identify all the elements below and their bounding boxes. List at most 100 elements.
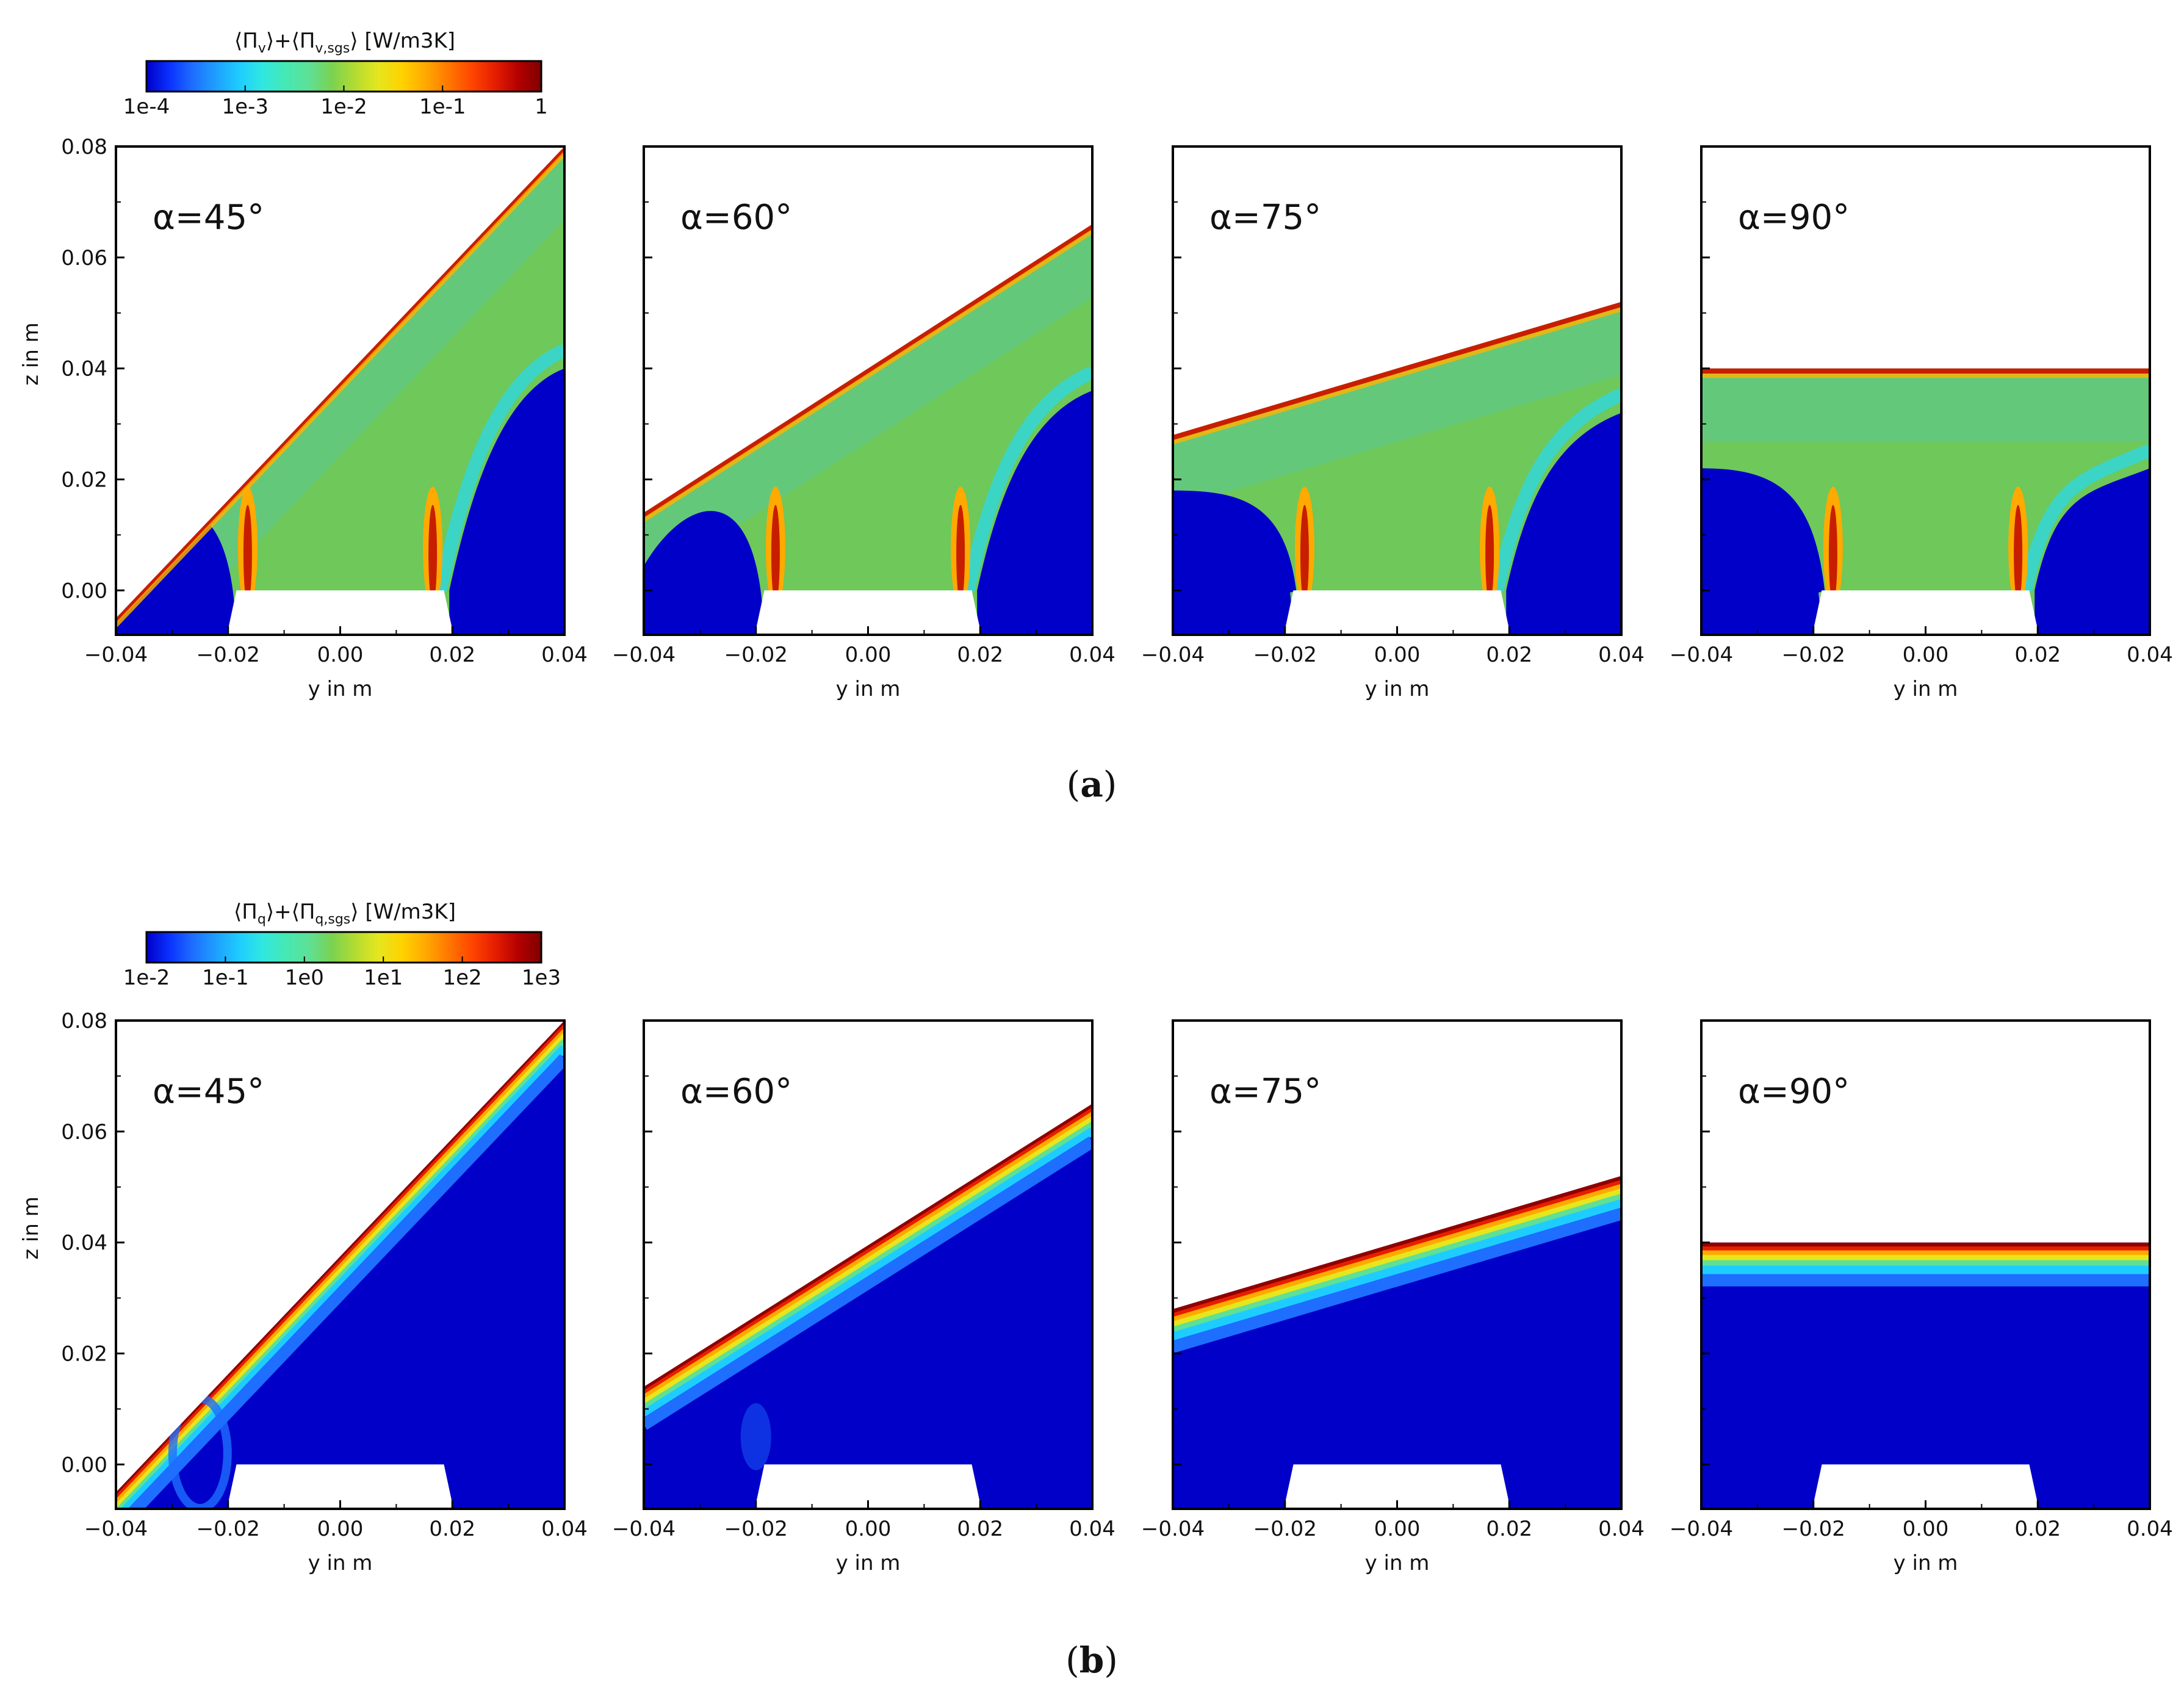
wall-warm-layer <box>1173 307 1621 445</box>
wall-layer <box>116 1029 564 1505</box>
wall-layer <box>644 1136 1092 1430</box>
x-tick-label: 0.00 <box>845 643 892 667</box>
x-tick-label: 0.00 <box>317 643 364 667</box>
y-tick-label: 0.08 <box>61 135 107 159</box>
y-axis-label: z in m <box>19 322 43 386</box>
y-tick-label: 0.00 <box>61 1453 107 1477</box>
angle-label: α=45° <box>153 198 264 237</box>
colorbar-tick-label: 1e0 <box>285 966 324 990</box>
y-tick-label: 0.00 <box>61 579 107 603</box>
y-axis-label: z in m <box>19 1196 43 1260</box>
y-tick-label: 0.04 <box>61 357 107 381</box>
angle-label: α=90° <box>1738 1072 1850 1111</box>
colorbar-unit: [W/m3K] <box>364 29 455 53</box>
contour-field <box>644 224 1092 635</box>
contour-field <box>1173 302 1621 635</box>
field-upper <box>116 146 564 635</box>
angle-label: α=60° <box>680 1072 792 1111</box>
colorbar-title-end: ⟩ <box>350 29 364 53</box>
subplot-75: −0.04 −0.02 0.00 0.02 0.04 y in m α=75° <box>1141 145 1645 701</box>
x-axis-label: y in m <box>1894 677 1958 701</box>
field-right-cold <box>449 368 564 635</box>
subplot-60: −0.04 −0.02 0.00 0.02 0.04 y in m α=60° <box>612 145 1115 701</box>
colorbar-title-main: ⟨Π <box>234 900 258 924</box>
x-axis-label: y in m <box>836 1551 901 1575</box>
obstacle-block <box>1812 590 2039 635</box>
y-tick-label: 0.02 <box>61 1342 107 1366</box>
wall-layer <box>116 1045 564 1509</box>
x-tick-label: −0.02 <box>1253 1517 1317 1541</box>
x-tick-label: −0.04 <box>612 1517 676 1541</box>
contour-field <box>116 1021 564 1509</box>
x-tick-label: −0.02 <box>724 643 788 667</box>
wall-layer <box>1173 1180 1621 1318</box>
wall-layer <box>1173 1188 1621 1328</box>
obstacle-block <box>754 1464 982 1509</box>
x-tick-label: 0.00 <box>845 1517 892 1541</box>
x-tick-label: 0.02 <box>2014 643 2061 667</box>
obstacle-block <box>1812 1464 2039 1509</box>
x-tick-label: 0.02 <box>957 643 1003 667</box>
angle-label: α=75° <box>1209 1072 1321 1111</box>
field-left-cold-90 <box>1701 468 1825 635</box>
panel-caption: (b) <box>1065 1639 1118 1681</box>
contour-field <box>1701 368 2150 635</box>
x-tick-label: 0.00 <box>1903 643 1949 667</box>
caption-close: ) <box>1103 764 1117 805</box>
x-tick-label: 0.04 <box>2127 1517 2173 1541</box>
angle-label: α=60° <box>680 198 792 237</box>
field-right-transition <box>2019 444 2150 592</box>
field-upper <box>1173 302 1621 508</box>
colorbar-tick-label: 1e2 <box>443 966 482 990</box>
colorbar-tick-label: 1 <box>535 95 548 119</box>
wall-layer <box>1173 1193 1621 1333</box>
colorbar-title-main: ⟨Π <box>234 29 258 53</box>
subplot-90: −0.04 −0.02 0.00 0.02 0.04 y in m α=90° <box>1670 1019 2173 1575</box>
colorbar-title-end: ⟩ <box>350 900 365 924</box>
contour-field <box>1701 1242 2150 1509</box>
x-axis-label: y in m <box>1894 1551 1958 1575</box>
obstacle-block <box>226 590 454 635</box>
y-tick-label: 0.04 <box>61 1231 107 1256</box>
colorbar-title-sub1: q <box>258 912 266 927</box>
field-left-cold <box>644 511 762 635</box>
chart-panel-a: ⟨Πv⟩+⟨Πv,sgs⟩ [W/m3K] 1e-4 1e-3 1e-2 1e-1 1 −0… <box>19 29 2173 805</box>
x-tick-label: −0.04 <box>1141 1517 1205 1541</box>
x-tick-label: 0.00 <box>1374 643 1421 667</box>
x-axis-label: y in m <box>836 677 901 701</box>
x-tick-label: 0.02 <box>429 1517 475 1541</box>
wall-layer <box>644 1127 1092 1418</box>
field-bulk <box>1173 1176 1621 1509</box>
caption-letter: a <box>1080 764 1103 805</box>
colorbar-tick-label: 1e3 <box>522 966 561 990</box>
x-axis-label: y in m <box>1365 1551 1430 1575</box>
x-tick-label: −0.04 <box>84 1517 148 1541</box>
obstacle-block <box>1283 590 1511 635</box>
caption-open: ( <box>1067 764 1081 805</box>
x-tick-label: −0.04 <box>1141 643 1205 667</box>
x-tick-label: 0.02 <box>429 643 475 667</box>
angle-label: α=45° <box>153 1072 264 1111</box>
x-tick-label: −0.02 <box>196 643 260 667</box>
wall-hot-layer <box>116 146 564 623</box>
x-tick-label: 0.00 <box>1903 1517 1949 1541</box>
field-right-transition <box>1490 388 1621 592</box>
colorbar-tick-label: 1e-4 <box>123 95 170 119</box>
caption-close: ) <box>1104 1639 1118 1681</box>
contour-field <box>1173 1176 1621 1509</box>
chart-panel-b: ⟨Πq⟩+⟨Πq,sgs⟩ [W/m3K] 1e-2 1e-1 1e0 1e1 1e2 1e… <box>19 900 2173 1681</box>
plume-core <box>956 505 965 603</box>
angle-label: α=75° <box>1209 198 1321 237</box>
x-tick-label: −0.04 <box>1670 1517 1733 1541</box>
x-tick-label: 0.02 <box>2014 1517 2061 1541</box>
plume-core <box>428 505 438 603</box>
wall-layer <box>644 1108 1092 1395</box>
colorbar-tick-label: 1e-2 <box>320 95 367 119</box>
field-right-transition <box>961 366 1092 592</box>
x-tick-label: −0.02 <box>196 1517 260 1541</box>
x-axis-label: y in m <box>1365 677 1430 701</box>
x-tick-label: 0.00 <box>1374 1517 1421 1541</box>
wall-layer <box>116 1033 564 1509</box>
field-right-transition <box>433 344 564 592</box>
